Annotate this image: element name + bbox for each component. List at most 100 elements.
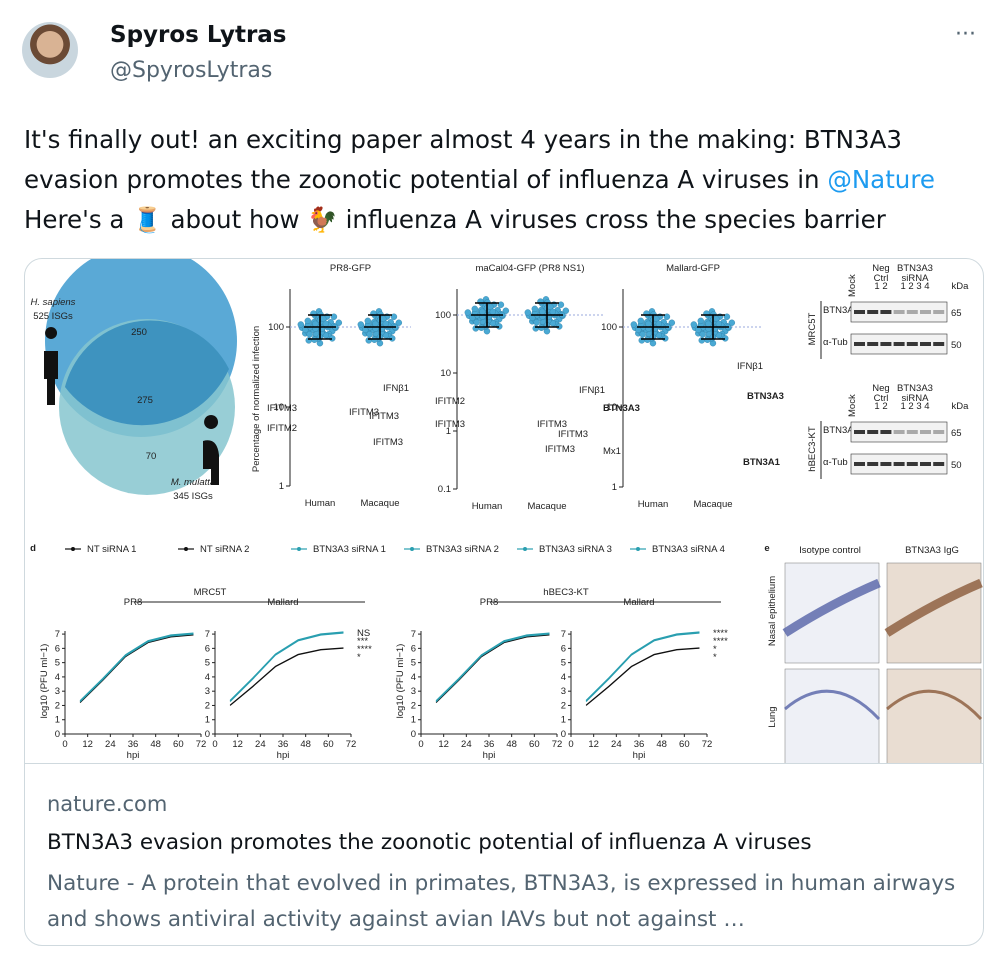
label: IFITM3: [558, 429, 588, 440]
more-button[interactable]: ···: [955, 22, 976, 47]
dot: [471, 305, 478, 313]
label: Mx1: [603, 446, 621, 457]
label: NT siRNA 2: [200, 544, 249, 555]
label: MRC5T: [194, 587, 227, 598]
band: [933, 430, 945, 434]
label: 24: [461, 739, 472, 750]
band: [906, 462, 918, 466]
blot-band: [850, 301, 948, 323]
label: α-Tub: [823, 457, 848, 468]
text-line: evasion promotes the zoonotic potential …: [24, 160, 935, 200]
band: [880, 342, 892, 346]
dot: [639, 331, 646, 338]
label: 60: [323, 739, 334, 750]
curve: [79, 632, 194, 701]
text: evasion promotes the zoonotic potential …: [24, 165, 828, 194]
avatar[interactable]: [22, 22, 78, 78]
text-line: It's finally out! an exciting paper almo…: [24, 120, 935, 160]
label: BTN3A3: [823, 425, 859, 436]
text-line: Here's a 🧵 about how 🐓 influenza A virus…: [24, 200, 935, 240]
micrograph: [784, 562, 880, 664]
label: e: [764, 543, 769, 554]
band: [920, 462, 931, 466]
dot: [357, 321, 365, 328]
dot: [473, 319, 480, 326]
dot: [630, 321, 638, 328]
curve: [79, 633, 194, 702]
label: 4: [55, 672, 60, 683]
label: 36: [278, 739, 289, 750]
band: [854, 430, 865, 434]
label: 2: [411, 700, 416, 711]
label: Mock: [847, 274, 858, 297]
error-bar: [364, 314, 396, 340]
label: 7: [561, 629, 566, 640]
dot: [489, 308, 497, 315]
label: 6: [205, 643, 210, 654]
label: ****: [713, 628, 728, 639]
label: BTN3A3 siRNA 1: [313, 544, 386, 555]
dot: [364, 317, 371, 325]
label: 100: [268, 322, 284, 333]
label: IFITM3: [373, 437, 403, 448]
author-name[interactable]: Spyros Lytras: [110, 22, 287, 48]
label: IFNβ1: [579, 385, 605, 396]
band: [920, 342, 931, 346]
curve: [435, 634, 550, 704]
band: [880, 430, 892, 434]
dot: [306, 331, 313, 338]
text: It's finally out! an exciting paper almo…: [24, 125, 902, 154]
label: 12: [588, 739, 599, 750]
dot: [562, 307, 570, 314]
curve: [229, 631, 344, 701]
curve: [585, 647, 700, 706]
label: IFITM2: [435, 396, 465, 407]
axis: [570, 631, 707, 735]
label: 100: [601, 322, 617, 333]
mention[interactable]: @Nature: [827, 165, 935, 194]
label: kDa: [952, 281, 970, 292]
label: IFITM2: [267, 423, 297, 434]
label: log10 (PFU ml−1): [395, 644, 406, 719]
label: hBEC3-KT: [543, 587, 589, 598]
dot: [372, 320, 379, 328]
label: Ctrl: [874, 393, 889, 404]
band: [854, 342, 865, 346]
label: 2: [561, 700, 566, 711]
label: 48: [506, 739, 517, 750]
error-bar: [531, 302, 563, 328]
label: M. mulatta: [171, 477, 215, 488]
label: PR8: [124, 597, 142, 608]
card-description: Nature - A protein that evolved in prima…: [47, 871, 956, 932]
micrograph: [886, 668, 982, 763]
label: 5: [205, 658, 210, 669]
label: 0.1: [438, 484, 451, 495]
label: ****: [357, 644, 372, 655]
label: 0: [561, 729, 566, 740]
label: 525 ISGs: [33, 311, 73, 322]
dot: [395, 319, 403, 326]
label: 0: [411, 729, 416, 740]
legend-marker: [297, 547, 301, 551]
label: 70: [146, 451, 157, 462]
label: IFNβ1: [383, 383, 409, 394]
label: 7: [411, 629, 416, 640]
author-handle[interactable]: @SpyrosLytras: [110, 58, 273, 83]
label: Macaque: [527, 501, 566, 512]
label: 72: [552, 739, 563, 750]
band: [867, 462, 879, 466]
label: 1 2 3 4: [900, 281, 929, 292]
label: NT siRNA 1: [87, 544, 136, 555]
dot: [479, 308, 486, 316]
label: hpi: [483, 750, 496, 761]
dot: [663, 313, 671, 320]
label: 0: [55, 729, 60, 740]
label: 4: [411, 672, 416, 683]
label: 65: [951, 428, 962, 439]
label: 36: [128, 739, 139, 750]
label: Human: [472, 501, 503, 512]
label: 24: [105, 739, 116, 750]
dot: [304, 317, 311, 325]
label: 1: [561, 715, 566, 726]
